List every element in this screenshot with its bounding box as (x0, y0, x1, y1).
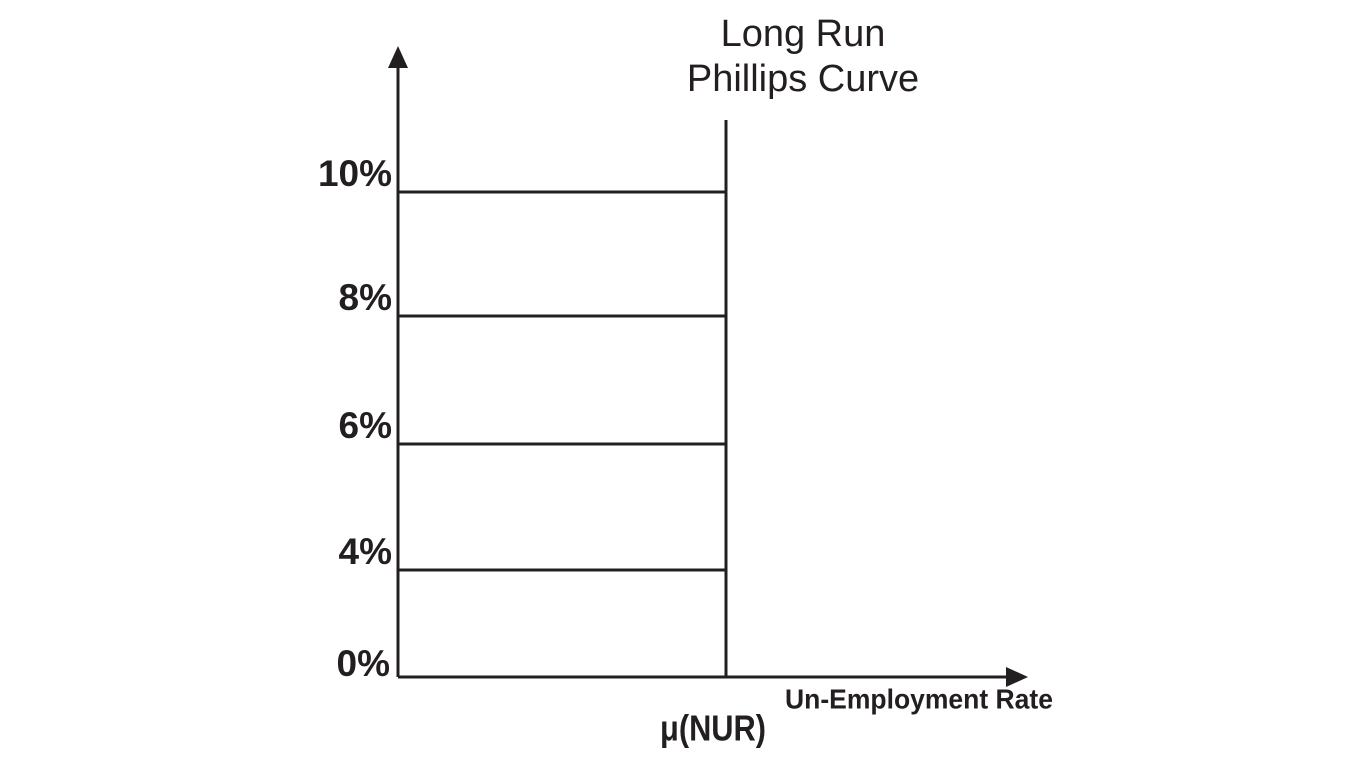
curve-label: μ(NUR) (660, 708, 766, 749)
title-line: Phillips Curve (687, 58, 919, 100)
y-axis-label: 10% (318, 153, 392, 194)
y-axis-label: 6% (339, 405, 392, 446)
x-axis-label: Un-Employment Rate (785, 683, 1053, 714)
y-axis-label: 4% (339, 531, 392, 572)
y-axis-arrow (388, 46, 408, 68)
y-axis-label: 0% (337, 643, 390, 684)
y-axis-label: 8% (339, 277, 392, 318)
x-axis-arrow (1006, 667, 1028, 687)
title-line: Long Run (721, 13, 886, 55)
